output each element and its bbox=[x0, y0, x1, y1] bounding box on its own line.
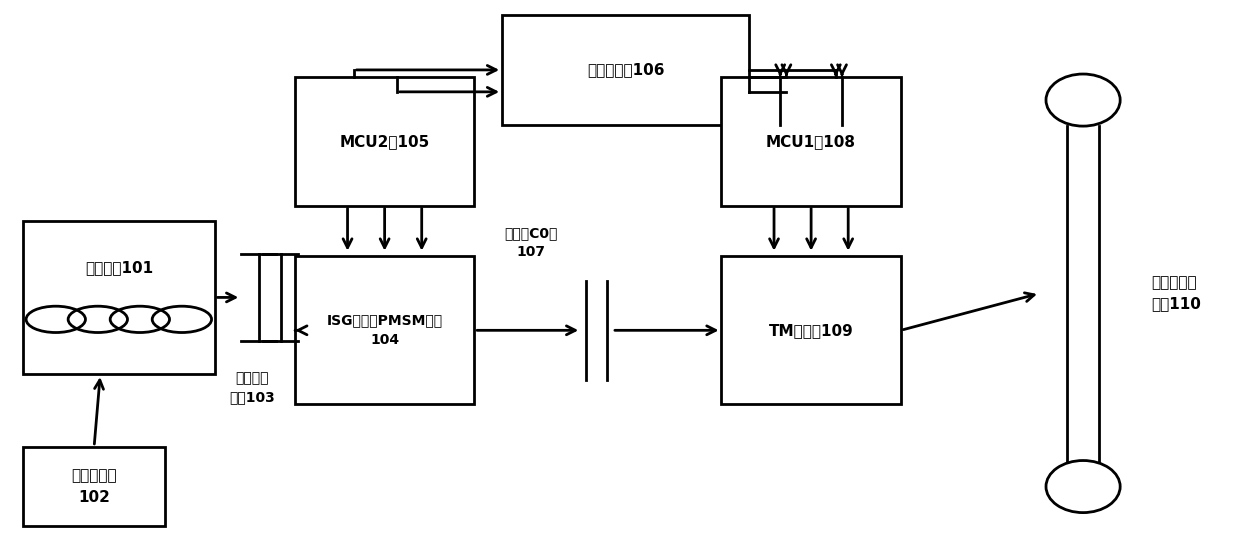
Text: 启动电机：
102: 启动电机： 102 bbox=[72, 468, 116, 505]
Text: 后桥驱动系
统：110: 后桥驱动系 统：110 bbox=[1151, 276, 1201, 311]
Text: MCU1：108: MCU1：108 bbox=[766, 134, 856, 149]
Text: 动力电池：106: 动力电池：106 bbox=[587, 62, 664, 78]
Bar bbox=[502, 15, 750, 125]
Text: TM电机：109: TM电机：109 bbox=[768, 323, 854, 338]
Bar bbox=[295, 77, 475, 206]
Bar bbox=[24, 221, 214, 374]
Text: 发动机：101: 发动机：101 bbox=[84, 260, 152, 275]
Bar bbox=[721, 256, 901, 404]
Text: 离合器C0：
107: 离合器C0： 107 bbox=[504, 226, 558, 260]
Text: MCU2：105: MCU2：105 bbox=[339, 134, 430, 149]
Bar bbox=[295, 256, 475, 404]
Text: 扭转减振
盘：103: 扭转减振 盘：103 bbox=[229, 371, 275, 404]
Bar bbox=[24, 447, 165, 526]
Text: ISG电机（PMSM）：
104: ISG电机（PMSM）： 104 bbox=[327, 314, 442, 347]
Bar bbox=[721, 77, 901, 206]
